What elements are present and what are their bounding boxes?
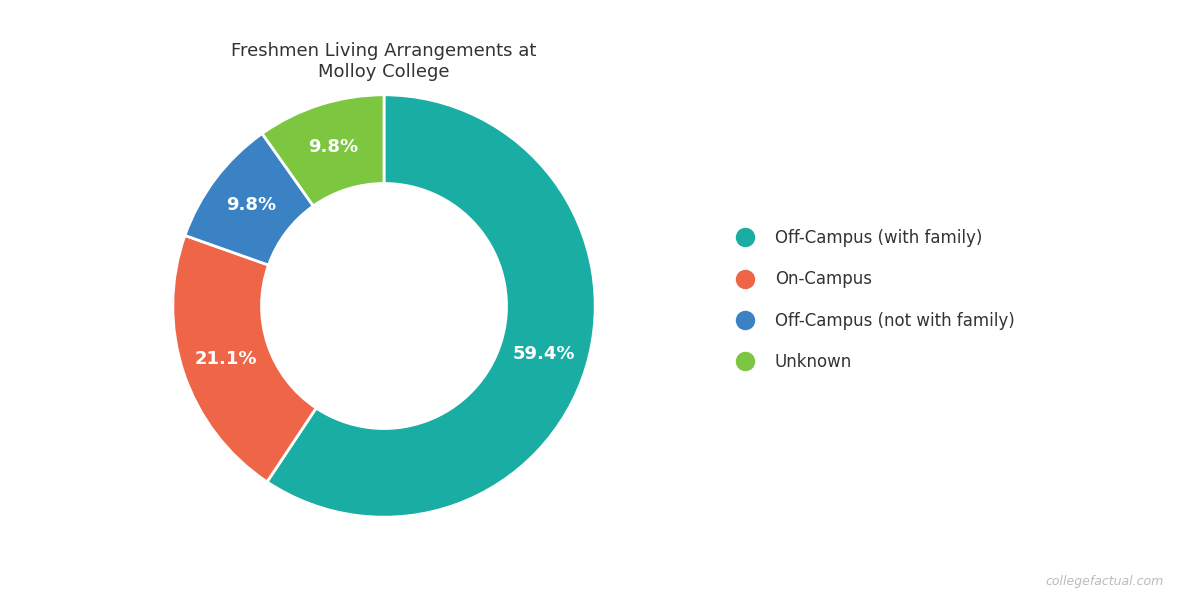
Text: 59.4%: 59.4% — [512, 345, 575, 363]
Wedge shape — [185, 134, 313, 265]
Wedge shape — [268, 95, 595, 517]
Text: 9.8%: 9.8% — [308, 138, 359, 156]
Text: 21.1%: 21.1% — [194, 350, 257, 368]
Text: collegefactual.com: collegefactual.com — [1045, 575, 1164, 588]
Wedge shape — [173, 235, 316, 482]
Wedge shape — [262, 95, 384, 206]
Text: 9.8%: 9.8% — [226, 196, 276, 214]
Text: Freshmen Living Arrangements at
Molloy College: Freshmen Living Arrangements at Molloy C… — [232, 42, 536, 81]
Legend: Off-Campus (with family), On-Campus, Off-Campus (not with family), Unknown: Off-Campus (with family), On-Campus, Off… — [728, 229, 1015, 371]
